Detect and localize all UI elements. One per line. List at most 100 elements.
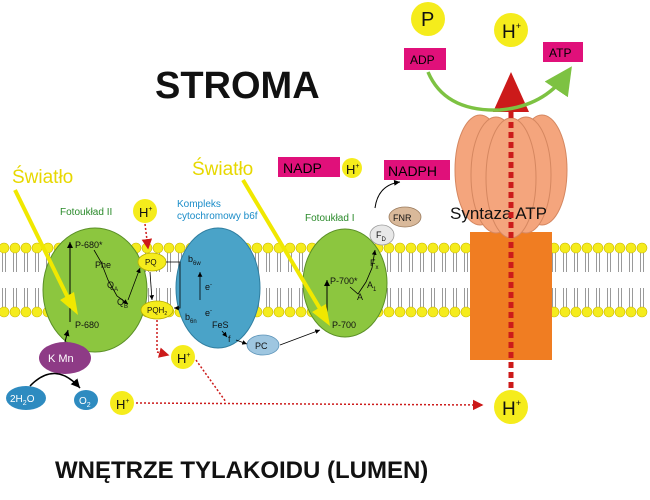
pc-label: PC [255, 341, 268, 351]
lipid-head [581, 306, 593, 318]
kmn-cluster [39, 342, 91, 374]
lipid-head [20, 242, 32, 254]
lipid-head [9, 242, 21, 254]
fnr-label: FNR [393, 213, 412, 223]
lipid-head [592, 306, 604, 318]
light-right: Światło [192, 158, 330, 326]
pq-label: PQ [145, 258, 157, 267]
a0-label: A [357, 292, 363, 302]
lipid-head [295, 242, 307, 254]
qb-to-pq-arrow [127, 267, 141, 301]
lipid-head [262, 242, 274, 254]
fes-to-f-arrow [221, 330, 228, 338]
pqh2-molecule [140, 300, 174, 320]
lumen-proton-2 [110, 391, 134, 415]
pqh2-to-lumen-arrow [156, 320, 170, 358]
p680-star-label: P-680* [75, 240, 103, 250]
adp-box [404, 48, 446, 70]
lipid-head [636, 242, 648, 254]
lipid-head [636, 306, 648, 318]
lipid-head [449, 242, 461, 254]
nadph-label: NADPH [388, 163, 437, 179]
nadp-box [278, 157, 340, 177]
phe-label: Phe [95, 260, 111, 270]
lipid-head [603, 242, 615, 254]
lipid-head [0, 306, 10, 318]
kmn-label: K Mn [48, 353, 74, 365]
oxygen-label: O2 [79, 396, 91, 409]
f-to-pc-arrow [235, 339, 248, 345]
lipid-head [460, 242, 472, 254]
lipid-head [405, 242, 417, 254]
lipid-head [383, 306, 395, 318]
electron-path-ps1 [349, 249, 377, 295]
lipid-head [416, 306, 428, 318]
lipid-head [284, 306, 296, 318]
plastoquinone: PQ PQH2 [127, 252, 181, 320]
photosystem-ii: Fotoukład II P-680* Phe QA QB P-680 [42, 207, 148, 353]
fes-label: FeS [212, 320, 229, 330]
lumen-proton-1 [171, 345, 195, 369]
kmn-to-p680-arrow [63, 329, 70, 343]
atp-synthase-head [454, 114, 568, 239]
fnr-enzyme [388, 206, 422, 228]
lipid-head [581, 242, 593, 254]
cytochrome-b6f: Kompleks cytochromowy b6f b6w e- b6n e- … [175, 199, 261, 349]
lipid-head [0, 242, 10, 254]
atp-synthase: Syntaza ATP [450, 72, 568, 388]
atp-lumen-proton [494, 390, 528, 424]
atp-proton-arrowhead [493, 72, 529, 112]
nadp-proton [342, 158, 362, 178]
nadp-label: NADP [283, 160, 322, 176]
a1-label: A1 [367, 280, 377, 293]
light-left-arrowhead [60, 292, 78, 315]
nadph-box [384, 160, 450, 180]
pqh2-label: PQH2 [147, 306, 167, 317]
lipid-head [559, 306, 571, 318]
ferredoxin: FD FNR [369, 206, 422, 246]
lipid-head [625, 242, 637, 254]
lipid-head [295, 306, 307, 318]
light-right-label: Światło [192, 158, 253, 180]
lipid-head [614, 242, 626, 254]
top-proton-label: H+ [502, 21, 521, 43]
top-proton [494, 13, 528, 47]
b6w-label: b6w [188, 254, 201, 267]
b6f-complex [175, 227, 261, 349]
light-left-label: Światło [12, 166, 73, 188]
stroma-title: STROMA [155, 65, 320, 107]
lumen-proton-flow-arrow [195, 359, 227, 403]
lipid-head [427, 242, 439, 254]
atp-lumen-proton-label: H+ [502, 398, 521, 420]
fd-molecule [369, 224, 395, 246]
fd-label: FD [376, 230, 387, 243]
lipid-head [20, 306, 32, 318]
ps2-complex [42, 227, 148, 353]
b6n-label: b6n [185, 312, 197, 325]
light-left-arrow [13, 189, 72, 303]
light-right-arrowhead [312, 304, 330, 326]
lipid-head [603, 306, 615, 318]
p680-label: P-680 [75, 320, 99, 330]
nadp-reduction: NADP H+ NADPH [278, 157, 450, 209]
p700-star-label: P-700* [330, 276, 358, 286]
plastocyanin: PC [235, 329, 321, 356]
p700-label: P-700 [332, 320, 356, 330]
nadp-proton-label: H+ [346, 162, 359, 177]
water-label: 2H2O [10, 394, 35, 407]
lumen-to-atp-arrow [135, 399, 484, 411]
lipid-head [427, 306, 439, 318]
ps1-title: Fotoukład I [305, 213, 354, 224]
adp-label: ADP [410, 53, 435, 67]
lipid-head [9, 306, 21, 318]
oxygen-evolving-complex: K Mn 2H2O O2 [6, 329, 98, 410]
proton-flows: H+ H+ H+ H+ [110, 199, 528, 424]
water-splitting-arrow [29, 372, 81, 389]
phosphate-circle [411, 2, 445, 36]
stroma-proton [133, 199, 157, 223]
stroma-proton-label: H+ [139, 205, 152, 220]
adp-to-atp-arrow [426, 66, 572, 112]
lipid-head [614, 306, 626, 318]
